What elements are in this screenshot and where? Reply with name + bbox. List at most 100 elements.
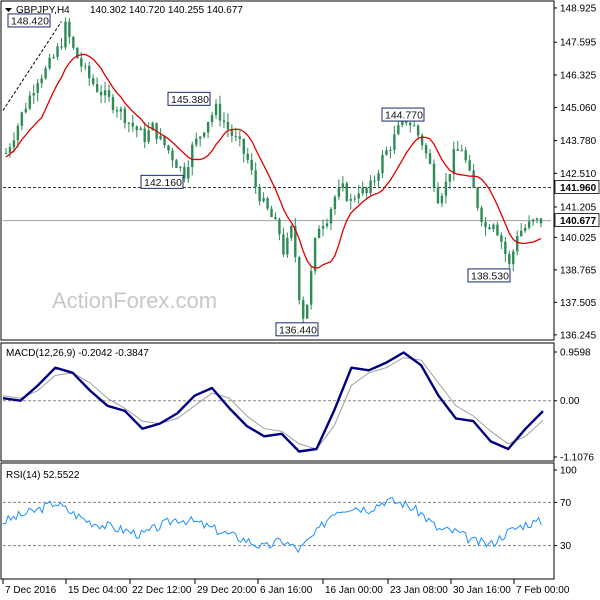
candle-body xyxy=(385,150,388,155)
candle-body xyxy=(238,136,242,139)
rsi-y-tick-label: 100 xyxy=(560,466,577,477)
candle-body xyxy=(535,218,539,220)
candle-body xyxy=(262,198,265,202)
candle-body xyxy=(424,145,428,154)
price-level-tag xyxy=(554,213,600,227)
candle-body xyxy=(436,187,440,204)
candle-body xyxy=(135,126,138,131)
price-annotation: 144.770 xyxy=(385,110,423,122)
candle-body xyxy=(163,135,166,146)
price-annotation: 136.440 xyxy=(279,324,317,336)
candle-body xyxy=(428,153,432,164)
price-annotation-box xyxy=(7,13,51,28)
candle-body xyxy=(369,180,372,194)
candle-body xyxy=(341,183,345,188)
candle-body xyxy=(365,187,368,194)
macd-plot xyxy=(2,351,551,453)
x-tick-label: 7 Feb 00:00 xyxy=(516,585,570,596)
candle-body xyxy=(103,90,107,96)
candle-body xyxy=(60,46,63,48)
price-y-tick-label: 143.780 xyxy=(560,136,597,147)
candle-body xyxy=(234,135,238,137)
candle-body xyxy=(460,150,463,152)
candle-body xyxy=(183,166,186,179)
candle-body xyxy=(230,128,234,136)
price-y-tick-label: 148.925 xyxy=(560,3,597,14)
candle-body xyxy=(52,56,55,58)
candle-body xyxy=(274,217,277,220)
candle-body xyxy=(8,147,12,154)
candle-body xyxy=(432,163,436,188)
candle-body xyxy=(95,83,99,92)
candle-body xyxy=(353,198,356,200)
candle-body xyxy=(171,150,174,161)
candle-body xyxy=(214,103,218,116)
candle-body xyxy=(377,173,380,181)
candle-body xyxy=(389,149,392,151)
candle-body xyxy=(210,115,214,122)
candle-body xyxy=(40,78,43,84)
candle-body xyxy=(531,219,535,222)
candle-body xyxy=(412,125,416,127)
candle-body xyxy=(409,122,412,126)
candle-body xyxy=(218,103,222,121)
candle-body xyxy=(401,119,404,126)
candle-body xyxy=(88,65,91,79)
candle-body xyxy=(345,183,349,201)
x-tick-label: 7 Dec 2016 xyxy=(5,585,57,596)
candle-body xyxy=(76,47,79,59)
candle-body xyxy=(159,135,162,140)
candle-body xyxy=(250,159,253,171)
candle-body xyxy=(24,108,28,113)
candle-body xyxy=(290,226,293,238)
candle-body xyxy=(381,154,384,174)
candle-body xyxy=(222,120,226,123)
candle-body xyxy=(242,138,245,154)
candle-body xyxy=(512,251,515,265)
candle-body xyxy=(254,170,257,188)
chart-symbol: GBPJPY,H4 xyxy=(16,5,70,16)
candle-body xyxy=(309,271,313,305)
candle-body xyxy=(294,226,297,258)
candle-body xyxy=(286,237,289,255)
candle-body xyxy=(448,174,452,182)
moving-average-line xyxy=(5,53,542,269)
candle-body xyxy=(4,152,8,154)
price-y-tick-label: 140.025 xyxy=(560,233,597,244)
candle-body xyxy=(16,125,20,141)
price-annotation: 148.420 xyxy=(11,15,49,27)
candle-body xyxy=(64,21,67,48)
candle-body xyxy=(246,153,249,160)
price-y-tick-label: 138.765 xyxy=(560,265,597,276)
rsi-pane-frame xyxy=(0,462,555,580)
triangle-down-icon[interactable] xyxy=(5,8,12,12)
candle-body xyxy=(127,122,131,124)
candle-body xyxy=(313,238,317,272)
candle-body xyxy=(99,91,103,96)
rsi-line xyxy=(2,497,542,554)
candle-body xyxy=(523,227,527,231)
candle-body xyxy=(28,95,31,109)
rsi-title: RSI(14) 52.5522 xyxy=(6,470,80,481)
candle-body xyxy=(175,160,178,168)
candle-body xyxy=(305,304,309,319)
candle-body xyxy=(266,198,269,209)
candle-body xyxy=(476,187,479,208)
candle-body xyxy=(393,134,396,150)
price-level-tag xyxy=(554,180,600,194)
price-y-tick-label: 137.505 xyxy=(560,298,597,309)
price-y-tick-label: 141.205 xyxy=(560,202,597,213)
candle-body xyxy=(468,160,471,171)
macd-y-tick-label: -1.1076 xyxy=(560,453,594,464)
candle-body xyxy=(198,136,202,139)
x-tick-label: 23 Jan 08:00 xyxy=(390,585,448,596)
candle-body xyxy=(36,83,39,94)
macd-title: MACD(12,26,9) -0.2042 -0.3847 xyxy=(6,348,149,359)
candle-body xyxy=(48,57,51,69)
candle-body xyxy=(195,138,198,145)
x-tick-label: 30 Jan 16:00 xyxy=(453,585,511,596)
x-tick-label: 22 Dec 12:00 xyxy=(132,585,192,596)
candle-body xyxy=(202,132,206,137)
price-annotation: 142.160 xyxy=(144,177,182,189)
